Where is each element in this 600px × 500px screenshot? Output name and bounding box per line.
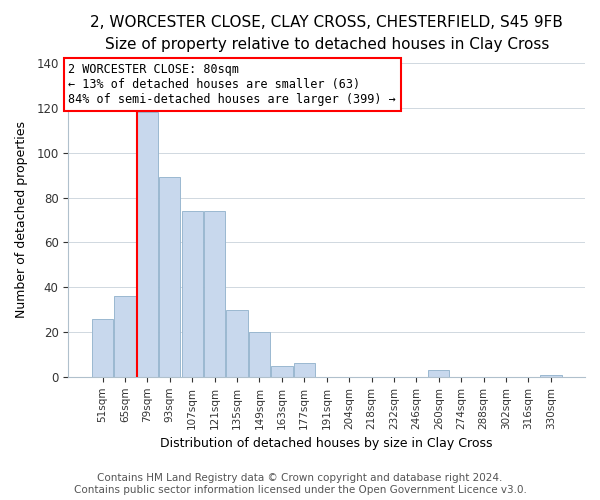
Bar (182, 211, 203, 377)
Title: 2, WORCESTER CLOSE, CLAY CROSS, CHESTERFIELD, S45 9FB
Size of property relative : 2, WORCESTER CLOSE, CLAY CROSS, CHESTERF… (90, 15, 563, 52)
Bar (204, 211, 225, 377)
X-axis label: Distribution of detached houses by size in Clay Cross: Distribution of detached houses by size … (160, 437, 493, 450)
Text: 2 WORCESTER CLOSE: 80sqm
← 13% of detached houses are smaller (63)
84% of semi-d: 2 WORCESTER CLOSE: 80sqm ← 13% of detach… (68, 63, 396, 106)
Bar (226, 310, 248, 377)
Bar (159, 178, 181, 377)
Bar (115, 296, 136, 377)
Bar (293, 364, 315, 377)
Text: Contains HM Land Registry data © Crown copyright and database right 2024.
Contai: Contains HM Land Registry data © Crown c… (74, 474, 526, 495)
Y-axis label: Number of detached properties: Number of detached properties (15, 122, 28, 318)
Bar (249, 332, 270, 377)
Bar (271, 366, 293, 377)
Bar (540, 374, 562, 377)
Bar (137, 112, 158, 377)
Bar (92, 318, 113, 377)
Bar (428, 370, 449, 377)
